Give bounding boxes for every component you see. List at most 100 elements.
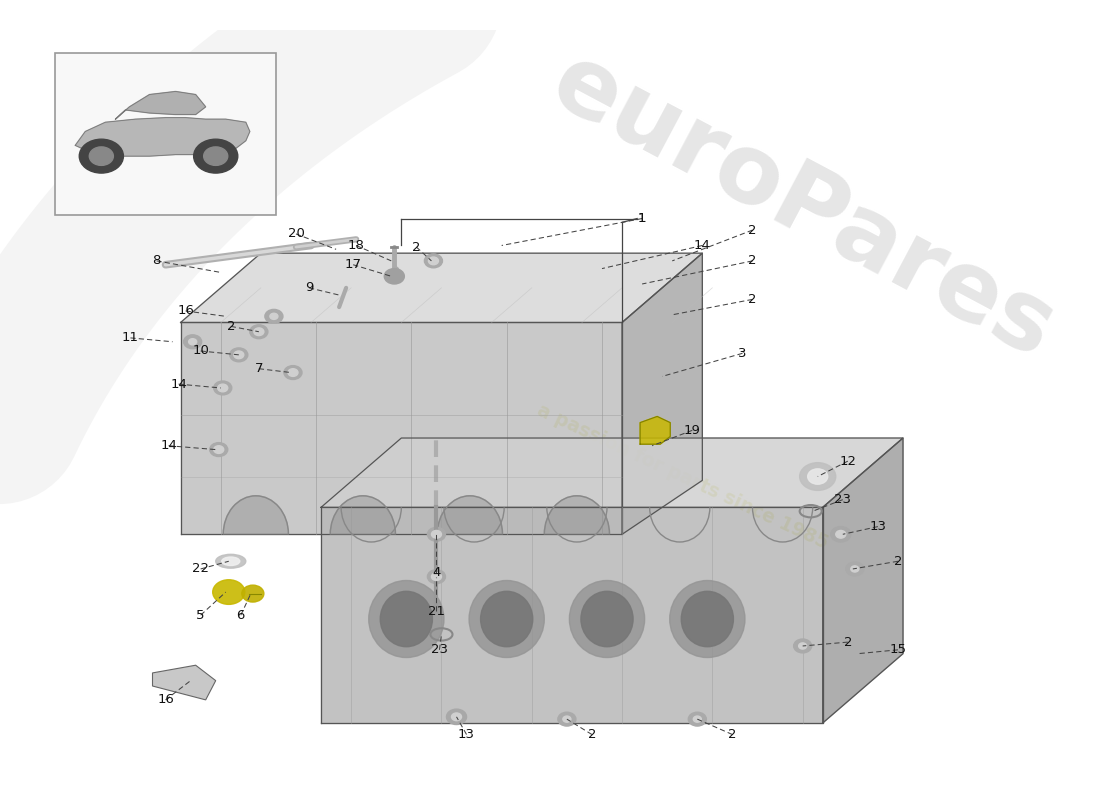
Circle shape bbox=[210, 442, 228, 457]
Polygon shape bbox=[544, 496, 609, 534]
Circle shape bbox=[447, 709, 466, 725]
Text: 19: 19 bbox=[684, 424, 701, 437]
Text: 10: 10 bbox=[192, 345, 209, 358]
Circle shape bbox=[807, 469, 827, 484]
Circle shape bbox=[428, 570, 446, 583]
Ellipse shape bbox=[670, 581, 745, 658]
Polygon shape bbox=[180, 253, 702, 322]
Circle shape bbox=[846, 562, 864, 576]
Text: 2: 2 bbox=[748, 223, 757, 237]
Text: 2: 2 bbox=[227, 320, 235, 333]
Text: 2: 2 bbox=[844, 636, 852, 649]
Text: 6: 6 bbox=[236, 609, 245, 622]
Text: 15: 15 bbox=[890, 643, 906, 656]
Circle shape bbox=[265, 310, 283, 323]
Text: 7: 7 bbox=[254, 362, 263, 375]
Polygon shape bbox=[438, 496, 503, 534]
Text: 23: 23 bbox=[834, 493, 851, 506]
Circle shape bbox=[431, 530, 441, 538]
Circle shape bbox=[213, 446, 223, 454]
Text: 13: 13 bbox=[869, 520, 887, 533]
Polygon shape bbox=[640, 417, 670, 444]
Text: 20: 20 bbox=[287, 227, 305, 241]
Text: 16: 16 bbox=[157, 694, 174, 706]
Text: 18: 18 bbox=[348, 239, 364, 252]
Polygon shape bbox=[321, 438, 903, 507]
Text: 2: 2 bbox=[748, 293, 757, 306]
Text: a passion for parts since 1985: a passion for parts since 1985 bbox=[534, 401, 830, 553]
Text: 13: 13 bbox=[458, 728, 475, 741]
Text: 14: 14 bbox=[694, 239, 711, 252]
Circle shape bbox=[800, 462, 836, 490]
Text: 23: 23 bbox=[431, 643, 448, 656]
Polygon shape bbox=[75, 118, 250, 156]
Circle shape bbox=[254, 328, 264, 335]
Bar bbox=[55, 53, 276, 214]
Circle shape bbox=[431, 573, 441, 581]
Text: 22: 22 bbox=[192, 562, 209, 575]
Circle shape bbox=[184, 335, 201, 349]
Circle shape bbox=[850, 566, 859, 572]
Circle shape bbox=[194, 139, 238, 173]
Ellipse shape bbox=[681, 591, 734, 646]
Circle shape bbox=[270, 314, 278, 319]
Circle shape bbox=[793, 639, 812, 653]
Circle shape bbox=[384, 269, 405, 284]
Circle shape bbox=[79, 139, 123, 173]
Circle shape bbox=[799, 643, 806, 649]
Text: 1: 1 bbox=[638, 212, 647, 225]
Ellipse shape bbox=[216, 554, 245, 568]
Text: 3: 3 bbox=[738, 347, 747, 360]
Polygon shape bbox=[623, 253, 702, 534]
Polygon shape bbox=[330, 496, 396, 534]
Ellipse shape bbox=[381, 591, 432, 646]
Text: 16: 16 bbox=[177, 305, 194, 318]
Text: 11: 11 bbox=[122, 331, 139, 344]
Circle shape bbox=[558, 712, 576, 726]
Circle shape bbox=[230, 348, 248, 362]
Polygon shape bbox=[321, 507, 823, 723]
Polygon shape bbox=[223, 496, 288, 534]
Text: 21: 21 bbox=[428, 605, 444, 618]
Circle shape bbox=[213, 381, 232, 395]
Text: 1: 1 bbox=[638, 212, 647, 225]
Text: 12: 12 bbox=[839, 454, 856, 468]
Circle shape bbox=[830, 526, 850, 542]
Text: euroPares: euroPares bbox=[536, 35, 1070, 378]
Circle shape bbox=[218, 384, 228, 392]
Circle shape bbox=[242, 585, 264, 602]
Text: 4: 4 bbox=[432, 566, 441, 579]
Ellipse shape bbox=[368, 581, 444, 658]
Ellipse shape bbox=[581, 591, 634, 646]
Circle shape bbox=[451, 713, 462, 721]
Text: 2: 2 bbox=[412, 241, 420, 254]
Circle shape bbox=[425, 254, 442, 268]
Text: 2: 2 bbox=[728, 728, 737, 741]
Circle shape bbox=[234, 351, 244, 358]
Circle shape bbox=[428, 527, 446, 542]
Text: 9: 9 bbox=[305, 282, 314, 294]
Circle shape bbox=[212, 580, 245, 604]
Text: 2: 2 bbox=[587, 728, 596, 741]
Text: 5: 5 bbox=[197, 609, 205, 622]
Circle shape bbox=[288, 369, 298, 377]
Polygon shape bbox=[823, 438, 903, 723]
Circle shape bbox=[204, 147, 228, 166]
Text: 14: 14 bbox=[170, 378, 187, 390]
Ellipse shape bbox=[222, 557, 240, 566]
Text: 2: 2 bbox=[748, 254, 757, 267]
Circle shape bbox=[836, 530, 846, 538]
Circle shape bbox=[689, 712, 706, 726]
Polygon shape bbox=[153, 666, 216, 700]
Text: 2: 2 bbox=[893, 554, 902, 568]
Circle shape bbox=[188, 338, 197, 345]
Ellipse shape bbox=[481, 591, 532, 646]
Circle shape bbox=[250, 325, 268, 338]
Text: 17: 17 bbox=[344, 258, 362, 271]
Circle shape bbox=[693, 716, 702, 722]
Polygon shape bbox=[180, 322, 623, 534]
Circle shape bbox=[89, 147, 113, 166]
Circle shape bbox=[284, 366, 302, 379]
Text: 8: 8 bbox=[152, 254, 161, 267]
Polygon shape bbox=[116, 91, 206, 119]
